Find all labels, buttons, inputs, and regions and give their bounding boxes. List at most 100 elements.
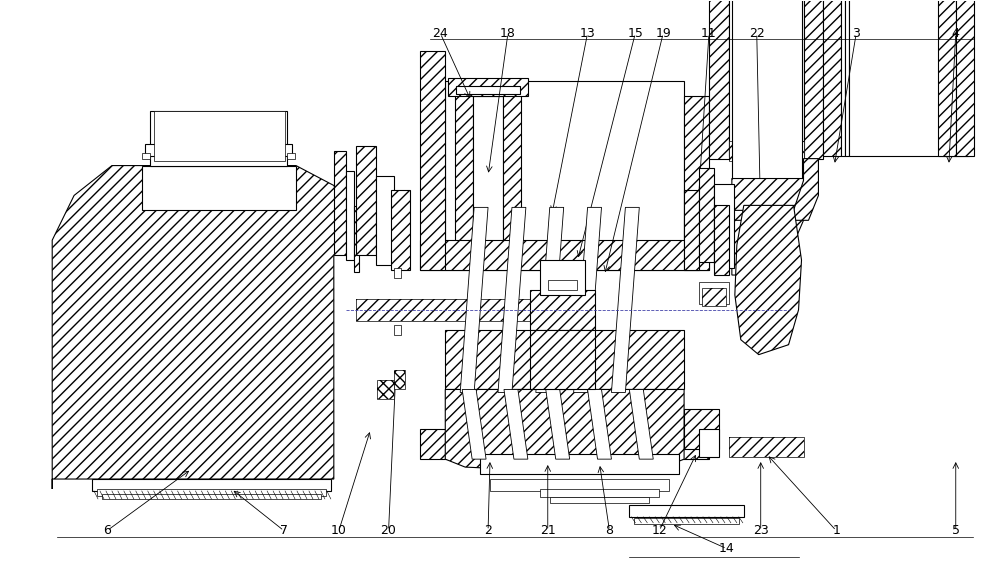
Bar — [938, 0, 956, 155]
Bar — [714, 184, 734, 268]
Bar — [849, 0, 969, 155]
Bar — [480, 454, 679, 474]
Bar — [699, 168, 714, 262]
Bar — [356, 146, 376, 255]
Bar — [420, 240, 709, 270]
Bar — [394, 370, 405, 390]
Bar — [490, 479, 669, 491]
Bar — [956, 0, 974, 155]
Bar — [702, 288, 726, 306]
Text: 14: 14 — [719, 542, 735, 555]
Bar — [709, 0, 729, 159]
Bar — [845, 0, 849, 155]
Polygon shape — [504, 390, 528, 459]
Bar — [684, 409, 719, 449]
Polygon shape — [460, 208, 488, 392]
Bar — [356, 146, 376, 255]
Bar — [729, 0, 804, 155]
Text: 13: 13 — [580, 27, 595, 40]
Bar — [699, 168, 714, 262]
Bar — [448, 78, 528, 96]
Bar — [445, 81, 684, 270]
Bar — [530, 330, 595, 390]
Text: 6: 6 — [103, 524, 111, 538]
Bar — [729, 437, 804, 457]
Bar — [391, 191, 410, 270]
Bar — [455, 91, 473, 265]
Bar — [346, 171, 354, 260]
Bar — [823, 0, 841, 155]
Text: 19: 19 — [655, 27, 671, 40]
Text: 11: 11 — [701, 27, 717, 40]
Bar — [394, 325, 401, 335]
Bar — [530, 330, 595, 390]
Bar — [956, 0, 974, 155]
Bar — [356, 299, 555, 321]
Text: 22: 22 — [749, 27, 765, 40]
Bar — [420, 51, 445, 270]
Bar — [145, 143, 292, 155]
Polygon shape — [462, 390, 486, 459]
Text: 4: 4 — [952, 27, 960, 40]
Bar — [699, 429, 719, 457]
Polygon shape — [546, 390, 570, 459]
Text: 23: 23 — [753, 524, 769, 538]
Bar — [732, 0, 802, 179]
Text: 21: 21 — [540, 524, 556, 538]
Bar — [448, 78, 528, 96]
Bar — [102, 494, 321, 499]
Text: 5: 5 — [952, 524, 960, 538]
Bar — [938, 0, 956, 155]
Polygon shape — [574, 208, 602, 392]
Bar — [455, 91, 473, 265]
Polygon shape — [498, 208, 526, 392]
Bar — [150, 111, 287, 166]
Polygon shape — [735, 205, 802, 354]
Bar — [634, 518, 739, 524]
Polygon shape — [611, 208, 639, 392]
Bar — [548, 280, 577, 290]
Bar — [92, 479, 331, 491]
Bar — [699, 282, 729, 304]
Bar — [684, 409, 719, 449]
Bar — [729, 141, 804, 160]
Bar — [804, 0, 823, 159]
Bar — [391, 191, 410, 270]
Polygon shape — [629, 390, 653, 459]
Bar — [445, 330, 684, 390]
Bar — [702, 288, 726, 306]
Bar — [530, 290, 595, 330]
Text: 2: 2 — [484, 524, 492, 538]
Bar — [823, 0, 841, 155]
Polygon shape — [536, 208, 564, 392]
Bar — [503, 91, 521, 265]
Bar — [709, 0, 729, 159]
Bar — [729, 141, 804, 160]
Text: 3: 3 — [852, 27, 860, 40]
Bar — [376, 176, 394, 265]
Bar — [394, 268, 401, 278]
Bar — [287, 153, 295, 159]
Bar — [354, 206, 359, 272]
Bar — [714, 205, 729, 275]
Bar — [841, 0, 845, 155]
Bar — [420, 429, 709, 459]
Polygon shape — [445, 390, 684, 474]
Bar — [420, 429, 709, 459]
Bar — [684, 191, 699, 270]
Polygon shape — [732, 159, 818, 221]
Text: 24: 24 — [432, 27, 448, 40]
Bar — [684, 191, 699, 270]
Bar — [804, 0, 823, 159]
Polygon shape — [52, 166, 346, 489]
Bar — [394, 370, 405, 390]
Text: 12: 12 — [651, 524, 667, 538]
Bar — [530, 290, 595, 330]
Bar — [154, 111, 285, 160]
Text: 18: 18 — [500, 27, 516, 40]
Bar — [142, 166, 296, 210]
Bar — [503, 91, 521, 265]
Text: 7: 7 — [280, 524, 288, 538]
Text: 8: 8 — [605, 524, 613, 538]
Bar — [420, 51, 445, 270]
